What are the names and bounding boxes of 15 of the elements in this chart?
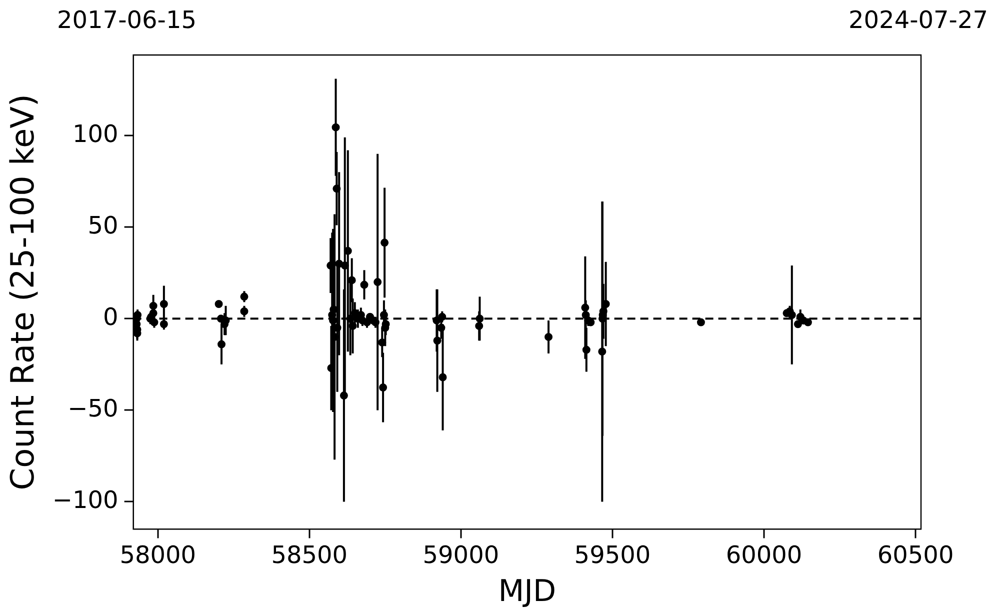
x-tick-label: 60500 — [877, 540, 954, 569]
x-tick-label: 59000 — [422, 540, 500, 569]
y-axis-title: Count Rate (25-100 keV) — [4, 94, 42, 490]
y-tick-label: −100 — [52, 486, 118, 514]
x-tick-label: 58500 — [271, 540, 348, 569]
text: 2017-06-15 — [57, 6, 196, 34]
text: 2024-07-27 — [848, 6, 988, 34]
x-tick-label: 59500 — [574, 540, 651, 569]
y-tick-label: −50 — [68, 394, 118, 422]
x-axis-title: MJD — [498, 574, 556, 609]
x-tick-label: 58000 — [120, 540, 196, 569]
y-tick-label: 100 — [72, 120, 118, 148]
x-tick-label: 60000 — [726, 540, 802, 569]
y-tick-label: 50 — [88, 211, 118, 240]
y-tick-label: 0 — [103, 302, 118, 331]
